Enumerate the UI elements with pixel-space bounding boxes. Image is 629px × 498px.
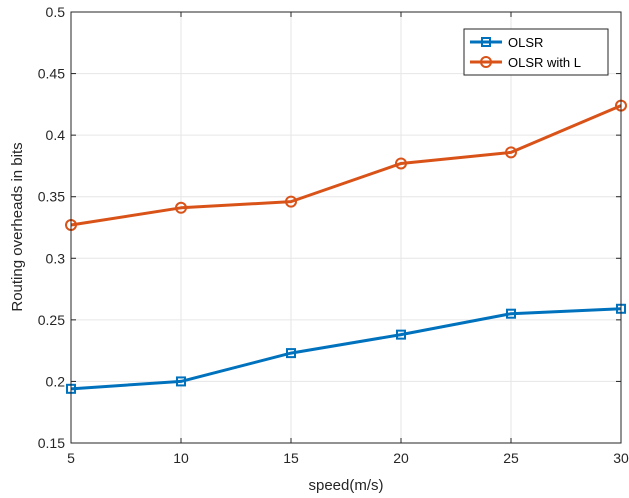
y-tick-label: 0.5 [46, 4, 66, 20]
y-tick-label: 0.2 [46, 373, 66, 389]
plot-area [71, 12, 621, 443]
data-point [506, 308, 516, 319]
legend: OLSR OLSR with L [463, 28, 609, 76]
axis-ticks: 5 10 15 20 25 30 0.15 0.2 0.25 0.3 0.35 0.4 0.45 0.5 [38, 4, 629, 466]
legend-label: OLSR with L [508, 55, 581, 70]
y-tick-label: 0.35 [38, 189, 65, 205]
data-point [396, 329, 406, 340]
legend-entry: OLSR with L [470, 55, 581, 70]
legend-entry: OLSR [470, 35, 543, 50]
data-point [285, 195, 297, 208]
x-tick-label: 15 [283, 450, 299, 466]
y-tick-label: 0.4 [46, 127, 66, 143]
data-point [286, 348, 296, 359]
data-point [395, 157, 407, 170]
series-line [70, 307, 622, 391]
x-axis-label: speed(m/s) [308, 477, 383, 494]
y-tick-label: 0.3 [46, 250, 66, 266]
plot-frame [70, 11, 622, 444]
y-axis-label: Routing overheads in bits [9, 142, 26, 311]
x-tick-label: 10 [173, 450, 189, 466]
legend-marker [481, 37, 491, 47]
legend-marker [480, 56, 492, 68]
data-point [505, 146, 517, 159]
x-tick-label: 20 [393, 450, 409, 466]
x-tick-label: 30 [613, 450, 629, 466]
series-olsr-with-l [65, 99, 627, 232]
legend-label: OLSR [508, 35, 543, 50]
y-tick-label: 0.15 [38, 435, 65, 451]
data-point [176, 376, 186, 387]
series-line [70, 104, 622, 227]
x-tick-label: 5 [67, 450, 75, 466]
data-point [175, 201, 187, 214]
x-tick-label: 25 [503, 450, 519, 466]
y-tick-label: 0.45 [38, 66, 65, 82]
y-tick-label: 0.25 [38, 312, 65, 328]
